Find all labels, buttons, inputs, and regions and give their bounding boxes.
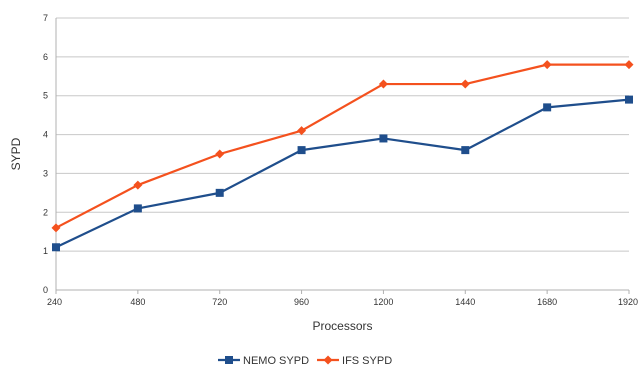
y-tick-labels: 0 1 2 3 4 5 6 7 (43, 13, 48, 295)
data-point (51, 223, 61, 233)
data-point (215, 149, 225, 159)
legend-label: NEMO SYPD (243, 355, 309, 367)
y-tick-label: 3 (43, 168, 48, 178)
x-tick-label: 1200 (373, 297, 393, 307)
series-line (55, 98, 630, 249)
y-tick-label: 6 (43, 52, 48, 62)
series-line (55, 63, 629, 229)
data-point (625, 95, 633, 104)
data-point (52, 243, 60, 252)
series-1 (51, 60, 634, 233)
y-tick-label: 7 (43, 13, 48, 23)
legend-item: IFS SYPD (317, 355, 392, 367)
y-tick-label: 4 (43, 130, 48, 140)
legend-item: NEMO SYPD (218, 355, 309, 367)
legend-marker (323, 355, 333, 365)
y-tick-label: 2 (43, 207, 48, 217)
data-point (215, 188, 224, 197)
x-tick-label: 480 (130, 297, 145, 307)
series-0 (52, 95, 633, 252)
y-tick-label: 0 (43, 285, 48, 295)
data-point (624, 60, 634, 70)
x-tick-label: 720 (212, 297, 227, 307)
x-axis-label: Processors (312, 319, 372, 333)
x-tick-label: 1920 (618, 297, 638, 307)
gridlines (56, 17, 629, 291)
data-point (297, 146, 306, 155)
data-point (379, 134, 388, 143)
axes (55, 18, 630, 294)
x-tick-label: 960 (294, 297, 309, 307)
data-point (378, 79, 388, 89)
y-tick-label: 5 (43, 91, 48, 101)
x-tick-label: 240 (47, 297, 62, 307)
y-tick-label: 1 (43, 246, 48, 256)
legend: NEMO SYPD IFS SYPD (218, 355, 392, 367)
data-point (133, 180, 143, 190)
legend-label: IFS SYPD (342, 355, 392, 367)
x-tick-label: 1440 (455, 297, 475, 307)
data-point (460, 79, 470, 89)
data-point (133, 204, 142, 213)
data-point (461, 146, 470, 155)
data-point (542, 60, 552, 70)
data-point (543, 103, 552, 112)
legend-marker (225, 356, 233, 364)
series-layer (51, 60, 634, 252)
y-axis-label: SYPD (9, 137, 23, 170)
x-tick-label: 1680 (537, 297, 557, 307)
x-tick-labels: 240 480 720 960 1200 1440 1680 1920 (47, 297, 638, 307)
data-point (297, 126, 307, 136)
